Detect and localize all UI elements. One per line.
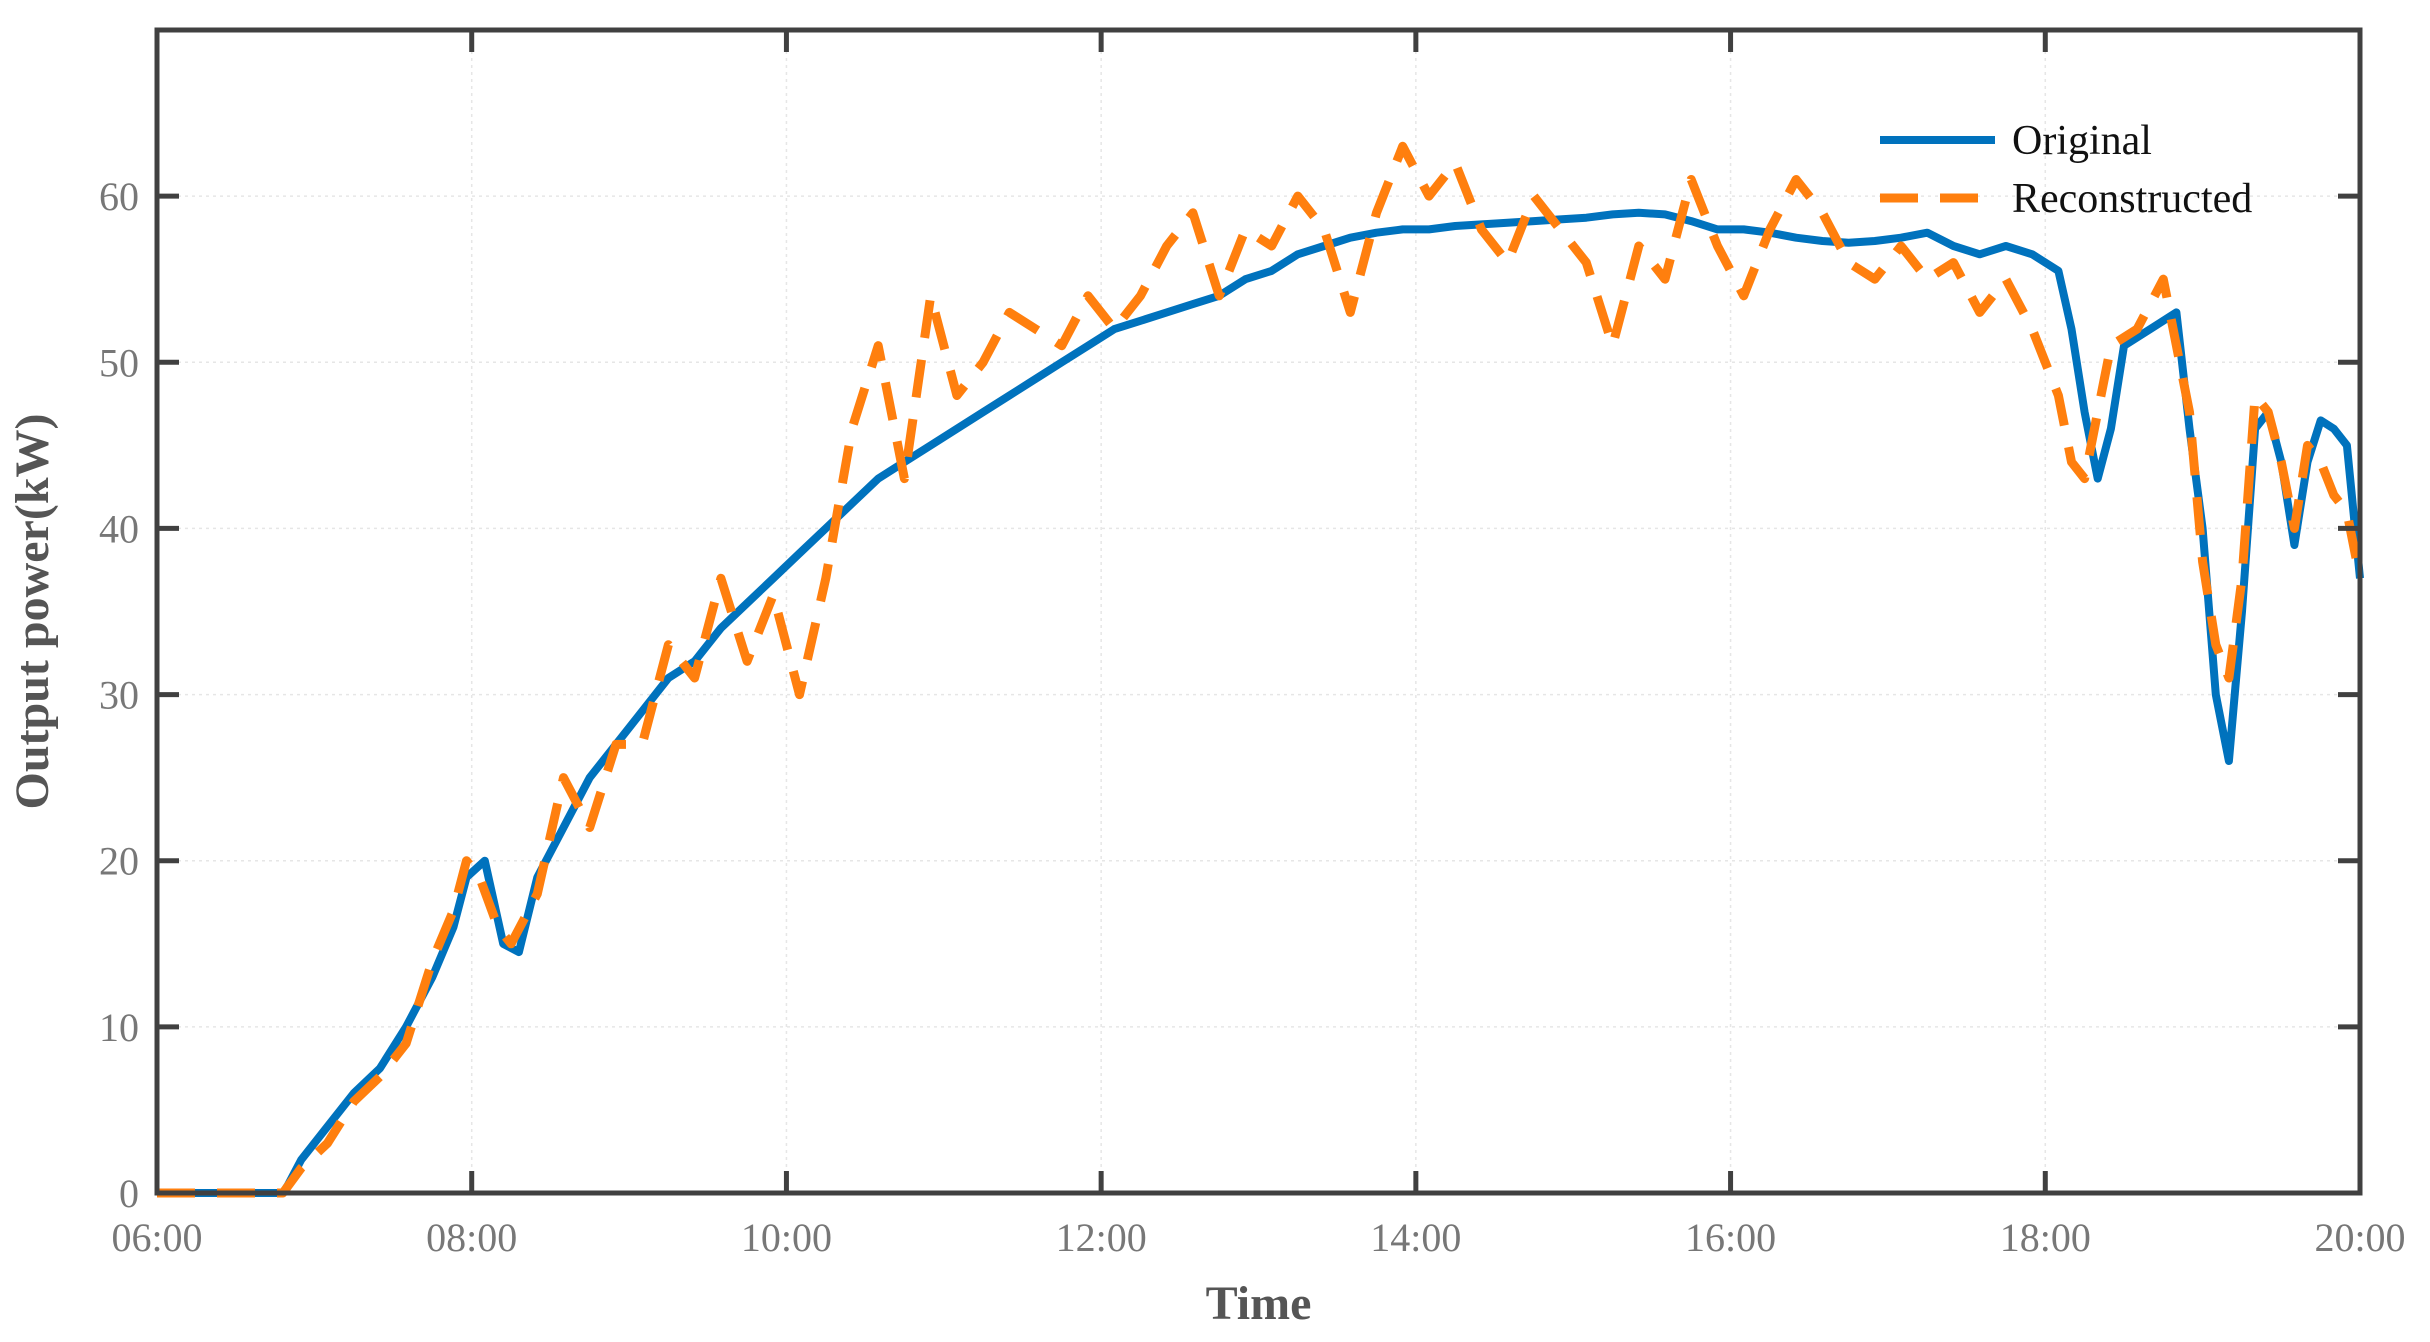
legend-label-original: Original — [2012, 118, 2152, 164]
axis-ticks: 06:00 08:00 10:00 12:00 14:00 16:00 18:00 20:00… — [99, 30, 2406, 1260]
y-axis-title: Output power(kW) — [6, 413, 59, 809]
series-layer — [157, 141, 2365, 1198]
y-tick-label: 20 — [99, 839, 139, 884]
x-tick-label: 14:00 — [1370, 1215, 1461, 1260]
x-tick-label: 20:00 — [2314, 1215, 2405, 1260]
y-tick-label: 30 — [99, 673, 139, 718]
x-tick-label: 16:00 — [1685, 1215, 1776, 1260]
series-line-reconstructed — [157, 141, 2365, 1198]
x-tick-label: 12:00 — [1056, 1215, 1147, 1260]
y-tick-label: 50 — [99, 340, 139, 385]
y-tick-label: 40 — [99, 506, 139, 551]
y-tick-label: 10 — [99, 1005, 139, 1050]
x-tick-label: 08:00 — [426, 1215, 517, 1260]
legend-label-reconstructed: Reconstructed — [2012, 176, 2252, 222]
x-tick-label: 06:00 — [111, 1215, 202, 1260]
y-tick-label: 60 — [99, 174, 139, 219]
x-tick-label: 18:00 — [2000, 1215, 2091, 1260]
x-axis-title: Time — [1206, 1277, 1312, 1330]
legend: Original Reconstructed — [1880, 118, 2252, 222]
plot-frame — [154, 27, 2363, 1196]
x-tick-label: 10:00 — [741, 1215, 832, 1260]
y-tick-label: 0 — [119, 1171, 139, 1216]
